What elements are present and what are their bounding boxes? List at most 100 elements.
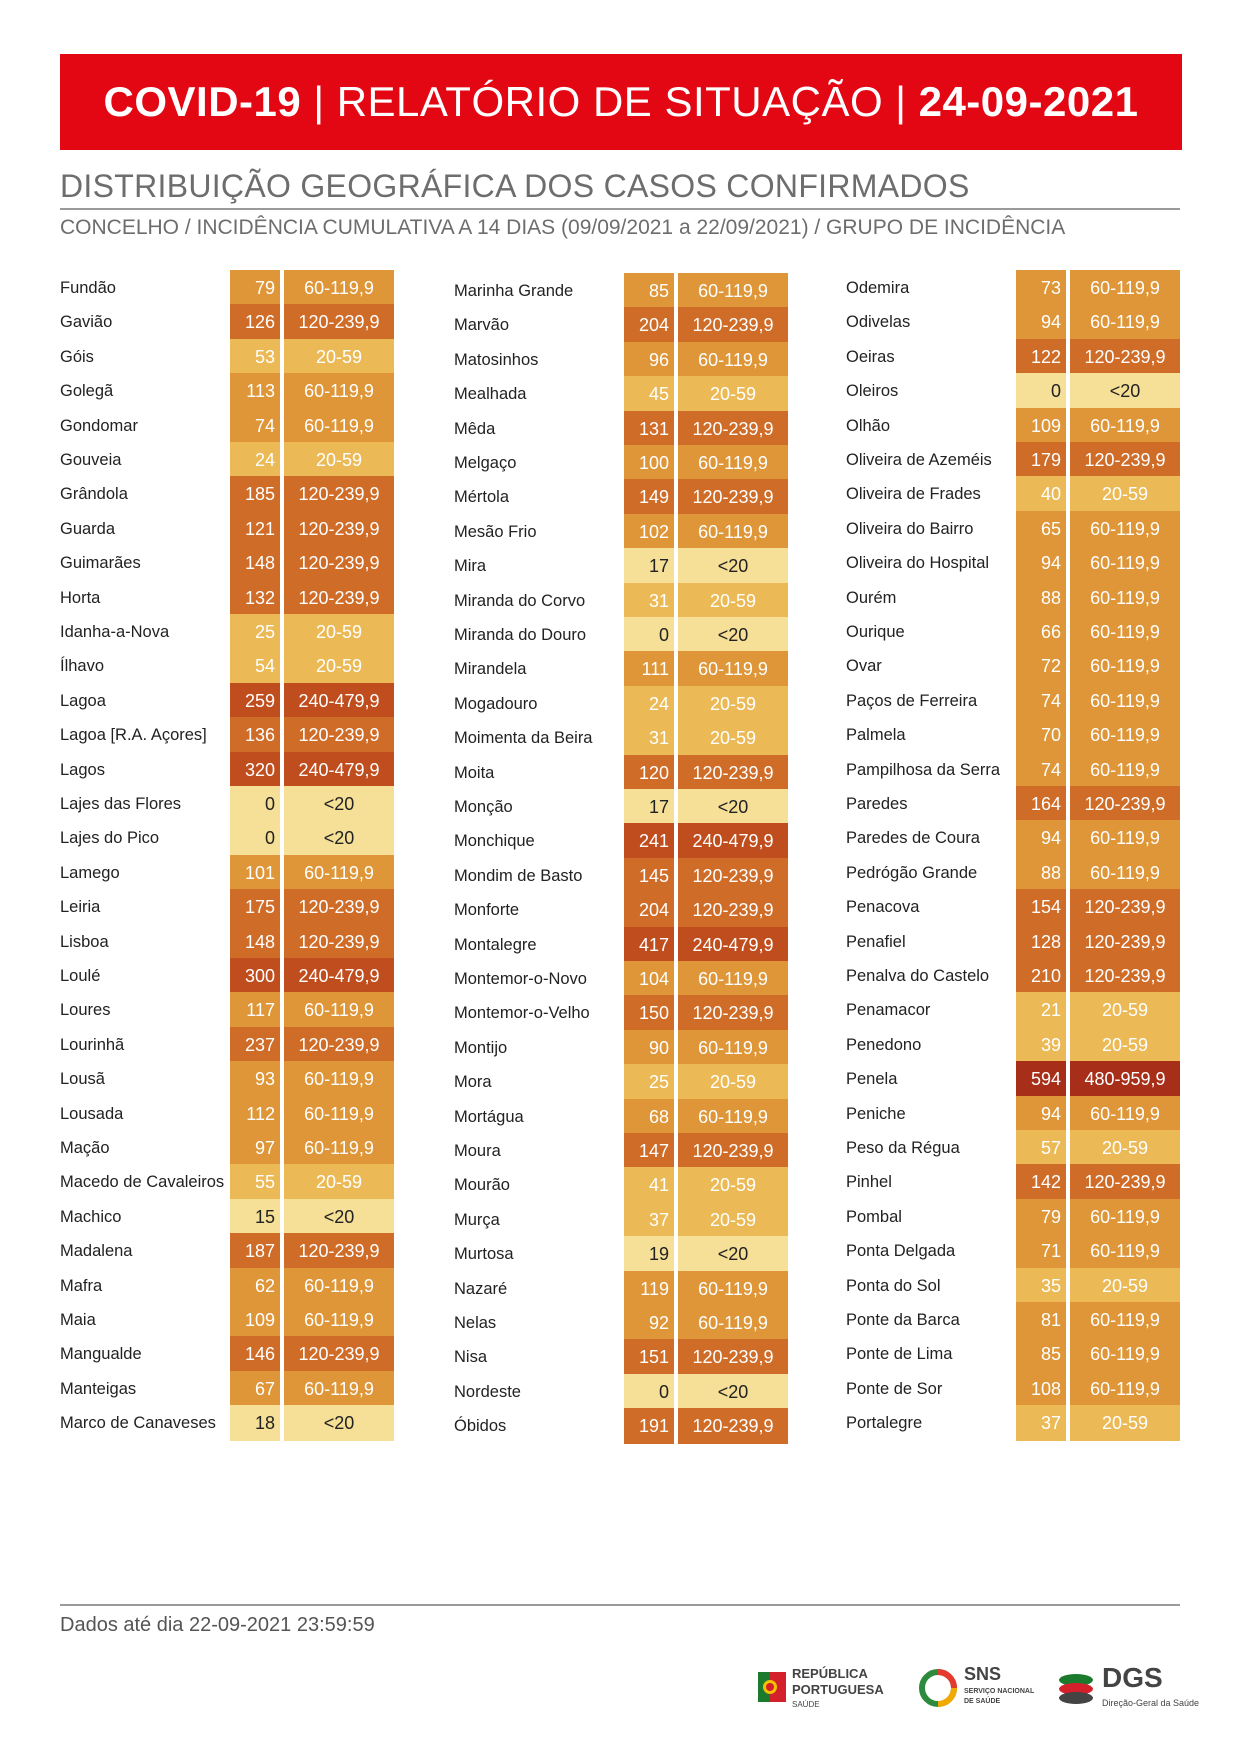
concelho-name: Nordeste	[454, 1383, 521, 1401]
table-row: Nisa 151 120-239,9	[454, 1339, 794, 1375]
incidence-value: 0	[230, 786, 280, 822]
table-row: Monforte 204 120-239,9	[454, 892, 794, 928]
header-title-covid: COVID-19	[103, 78, 302, 125]
incidence-group: 120-239,9	[1070, 889, 1180, 925]
concelho-name: Olhão	[846, 417, 891, 435]
incidence-value: 122	[1016, 339, 1066, 375]
concelho-name: Ponte de Sor	[846, 1380, 943, 1398]
incidence-group: 120-239,9	[284, 545, 394, 581]
concelho-name: Marco de Canaveses	[60, 1414, 216, 1432]
table-row: Ílhavo 54 20-59	[60, 648, 400, 684]
table-row: Paços de Ferreira 74 60-119,9	[846, 683, 1186, 719]
footer-divider	[60, 1604, 1180, 1606]
table-row: Lajes das Flores 0 <20	[60, 786, 400, 822]
concelho-name: Penela	[846, 1070, 898, 1088]
incidence-group: 60-119,9	[1070, 511, 1180, 547]
dgs-emblem-icon	[1059, 1674, 1093, 1704]
incidence-group: <20	[284, 1199, 394, 1235]
incidence-value: 136	[230, 717, 280, 753]
concelho-name: Mondim de Basto	[454, 867, 583, 885]
incidence-value: 109	[230, 1302, 280, 1338]
concelho-name: Penamacor	[846, 1001, 931, 1019]
incidence-value: 40	[1016, 476, 1066, 512]
concelho-name: Peniche	[846, 1105, 906, 1123]
table-row: Lagoa [R.A. Açores] 136 120-239,9	[60, 717, 400, 753]
concelho-name: Madalena	[60, 1242, 133, 1260]
incidence-value: 154	[1016, 889, 1066, 925]
table-row: Murtosa 19 <20	[454, 1236, 794, 1272]
table-row: Ponte da Barca 81 60-119,9	[846, 1302, 1186, 1338]
incidence-value: 62	[230, 1268, 280, 1304]
incidence-value: 237	[230, 1027, 280, 1063]
concelho-name: Oliveira de Frades	[846, 485, 981, 503]
concelho-name: Paredes de Coura	[846, 829, 980, 847]
incidence-value: 18	[230, 1405, 280, 1441]
incidence-group: 60-119,9	[678, 961, 788, 997]
incidence-value: 55	[230, 1164, 280, 1200]
concelho-name: Mértola	[454, 488, 510, 506]
table-row: Nordeste 0 <20	[454, 1374, 794, 1410]
incidence-group: 60-119,9	[1070, 1302, 1180, 1338]
concelho-name: Gavião	[60, 313, 113, 331]
concelho-name: Montemor-o-Velho	[454, 1004, 590, 1022]
table-row: Loures 117 60-119,9	[60, 992, 400, 1028]
table-row: Fundão 79 60-119,9	[60, 270, 400, 306]
incidence-value: 90	[624, 1030, 674, 1066]
table-row: Mafra 62 60-119,9	[60, 1268, 400, 1304]
table-row: Mealhada 45 20-59	[454, 376, 794, 412]
concelho-name: Oleiros	[846, 382, 899, 400]
table-row: Miranda do Corvo 31 20-59	[454, 583, 794, 619]
concelho-name: Montemor-o-Novo	[454, 970, 587, 988]
incidence-group: 20-59	[1070, 992, 1180, 1028]
concelho-name: Lousã	[60, 1070, 105, 1088]
incidence-group: <20	[1070, 373, 1180, 409]
table-row: Moura 147 120-239,9	[454, 1133, 794, 1169]
concelho-name: Miranda do Corvo	[454, 592, 586, 610]
incidence-value: 145	[624, 858, 674, 894]
table-row: Mação 97 60-119,9	[60, 1130, 400, 1166]
table-row: Monchique 241 240-479,9	[454, 823, 794, 859]
concelho-name: Melgaço	[454, 454, 517, 472]
sns-logo: SNS SERVIÇO NACIONAL DE SAÚDE	[918, 1660, 1038, 1720]
concelho-name: Odemira	[846, 279, 910, 297]
concelho-name: Leiria	[60, 898, 101, 916]
table-row: Melgaço 100 60-119,9	[454, 445, 794, 481]
incidence-group: 60-119,9	[284, 1302, 394, 1338]
incidence-value: 121	[230, 511, 280, 547]
incidence-value: 72	[1016, 648, 1066, 684]
table-row: Lajes do Pico 0 <20	[60, 820, 400, 856]
incidence-group: 120-239,9	[1070, 339, 1180, 375]
incidence-group: 60-119,9	[1070, 717, 1180, 753]
table-row: Horta 132 120-239,9	[60, 580, 400, 616]
incidence-group: 20-59	[284, 614, 394, 650]
concelho-name: Murça	[454, 1211, 500, 1229]
table-row: Manteigas 67 60-119,9	[60, 1371, 400, 1407]
incidence-group: 20-59	[678, 1064, 788, 1100]
incidence-group: <20	[678, 1236, 788, 1272]
table-row: Penela 594 480-959,9	[846, 1061, 1186, 1097]
concelho-name: Palmela	[846, 726, 906, 744]
concelho-name: Lajes do Pico	[60, 829, 160, 847]
table-row: Peso da Régua 57 20-59	[846, 1130, 1186, 1166]
incidence-value: 21	[1016, 992, 1066, 1028]
incidence-group: <20	[284, 786, 394, 822]
incidence-value: 147	[624, 1133, 674, 1169]
incidence-group: 120-239,9	[284, 580, 394, 616]
table-row: Guimarães 148 120-239,9	[60, 545, 400, 581]
incidence-group: 120-239,9	[678, 1133, 788, 1169]
concelho-name: Óbidos	[454, 1417, 507, 1435]
incidence-value: 187	[230, 1233, 280, 1269]
concelho-name: Maia	[60, 1311, 96, 1329]
incidence-group: 60-119,9	[1070, 752, 1180, 788]
incidence-value: 320	[230, 752, 280, 788]
concelho-name: Penacova	[846, 898, 920, 916]
incidence-group: 240-479,9	[678, 927, 788, 963]
incidence-group: 240-479,9	[678, 823, 788, 859]
concelho-name: Macedo de Cavaleiros	[60, 1173, 225, 1191]
incidence-value: 94	[1016, 1096, 1066, 1132]
incidence-group: 480-959,9	[1070, 1061, 1180, 1097]
section-subtitle: CONCELHO / INCIDÊNCIA CUMULATIVA A 14 DI…	[60, 216, 1066, 239]
incidence-value: 94	[1016, 545, 1066, 581]
incidence-value: 37	[1016, 1405, 1066, 1441]
data-cutoff-note: Dados até dia 22-09-2021 23:59:59	[60, 1614, 375, 1636]
